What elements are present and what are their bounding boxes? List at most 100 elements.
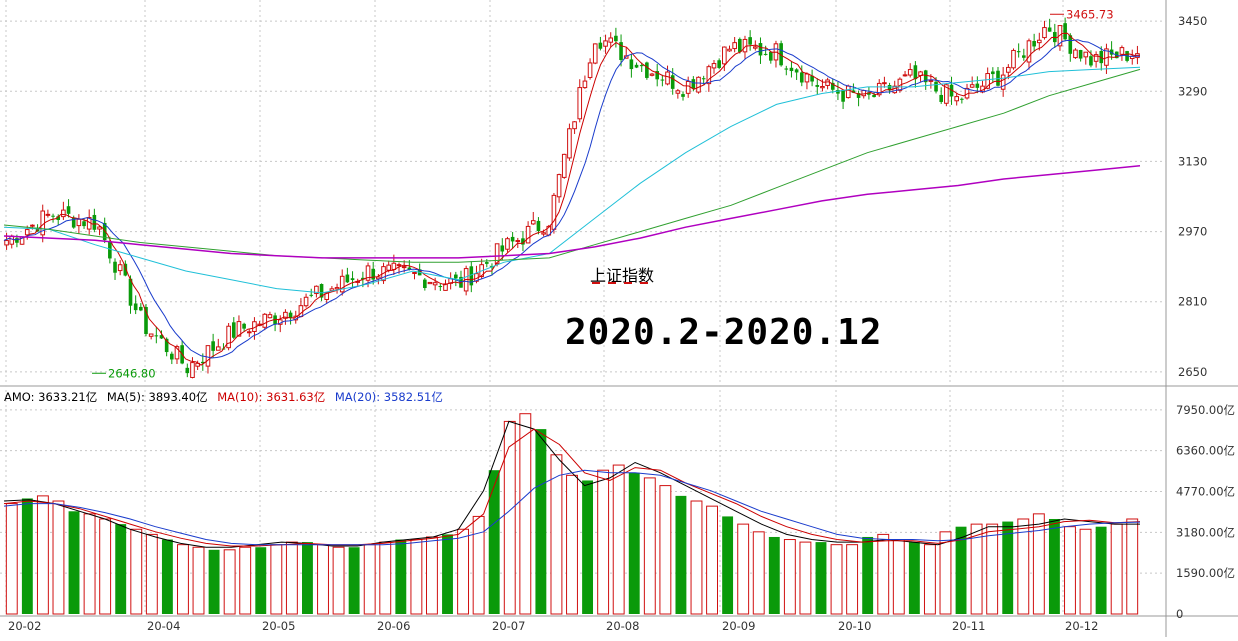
candle-body xyxy=(226,325,231,349)
candle xyxy=(51,213,55,223)
candle xyxy=(334,283,340,294)
candle xyxy=(1016,43,1021,58)
candle xyxy=(577,79,583,123)
candle-body xyxy=(969,84,975,88)
index-name: 上证指数 xyxy=(590,266,655,285)
volume-bar xyxy=(52,500,65,615)
price-tick-label: 2970 xyxy=(1178,225,1207,239)
candle xyxy=(309,288,314,298)
candle-body xyxy=(799,72,804,83)
candle-body xyxy=(423,279,427,288)
volume-bar xyxy=(690,500,703,615)
candle-body xyxy=(267,314,273,319)
candle-body xyxy=(443,283,448,291)
candle-body xyxy=(789,67,794,72)
candle xyxy=(608,32,614,48)
candle-body xyxy=(350,278,355,281)
candle xyxy=(614,27,618,48)
candle xyxy=(561,153,567,179)
candle xyxy=(144,303,148,337)
candle xyxy=(215,338,221,351)
candle-body xyxy=(975,83,980,88)
candle xyxy=(876,79,882,97)
candle-body xyxy=(170,353,174,360)
axis-labels: 20-02 20-04 20-05 20-06 20-07 20-08 20-09 20-10… xyxy=(8,14,1235,633)
volume-ma10-line xyxy=(3,428,1141,547)
volume-bar xyxy=(457,528,470,615)
volume-bar xyxy=(36,495,49,615)
volume-bar xyxy=(348,547,360,614)
candle xyxy=(907,63,913,78)
volume-bar xyxy=(130,528,143,615)
volume-bar xyxy=(582,480,594,614)
candle-body xyxy=(567,128,572,159)
candle-body xyxy=(629,59,634,70)
volume-bar xyxy=(970,523,983,615)
volume-bar xyxy=(706,505,719,615)
candle-body xyxy=(15,238,19,243)
candle xyxy=(991,67,995,83)
candle-body xyxy=(1047,27,1052,32)
candle-body xyxy=(242,323,246,329)
candle xyxy=(1000,67,1006,97)
volume-bar xyxy=(317,544,329,615)
candle-body xyxy=(561,153,567,178)
candle-body xyxy=(836,90,840,94)
volume-bar xyxy=(722,516,734,614)
candle xyxy=(1032,33,1036,52)
candle xyxy=(226,323,231,351)
candle xyxy=(133,295,138,315)
volume-bar xyxy=(768,536,780,614)
candle-body xyxy=(215,346,221,351)
candle-body xyxy=(45,213,51,216)
price-panel: 3465.73 2646.80 xyxy=(3,7,1141,380)
volume-bar xyxy=(145,533,158,615)
price-tick-label: 2650 xyxy=(1178,365,1207,379)
volume-bar xyxy=(363,544,376,615)
candle xyxy=(799,65,804,87)
candle-body xyxy=(960,98,964,100)
candle-body xyxy=(608,37,614,43)
candle xyxy=(954,92,959,106)
candle-body xyxy=(810,75,814,82)
candle-body xyxy=(856,93,861,98)
candle-body xyxy=(763,53,768,55)
volume-bar xyxy=(1048,518,1060,614)
candle xyxy=(960,97,964,104)
candle-body xyxy=(691,79,696,89)
candle-body xyxy=(148,333,154,337)
candle xyxy=(521,231,525,252)
candle xyxy=(242,322,246,332)
candle xyxy=(525,221,531,244)
candle xyxy=(1093,51,1099,68)
candle-body xyxy=(825,79,830,86)
candle xyxy=(789,61,794,78)
candle-body xyxy=(144,307,148,335)
candle-body xyxy=(867,92,871,95)
volume-bar xyxy=(643,477,656,615)
candle-body xyxy=(469,266,474,286)
volume-bar xyxy=(737,523,750,615)
candle-body xyxy=(97,226,102,230)
candle xyxy=(856,90,861,107)
candle-body xyxy=(882,82,887,85)
candle-body xyxy=(598,42,603,49)
candle xyxy=(170,351,174,365)
candle xyxy=(711,60,717,74)
volume-bar xyxy=(208,549,220,614)
volume-bar xyxy=(192,546,205,615)
candle-body xyxy=(1016,51,1021,53)
ma5-price-line xyxy=(3,32,1141,366)
volume-bar xyxy=(535,429,547,614)
volume-bar xyxy=(752,531,765,615)
volume-bar xyxy=(659,485,672,615)
candle xyxy=(1042,20,1047,40)
candle-body xyxy=(61,209,66,218)
volume-bar xyxy=(939,531,952,615)
candle-body xyxy=(30,224,35,227)
candle xyxy=(815,78,820,95)
vol-ma20-value: MA(20): 3582.51亿 xyxy=(334,390,443,404)
candle-body xyxy=(412,271,417,274)
volume-bar xyxy=(442,534,453,614)
candle-body xyxy=(494,243,500,265)
